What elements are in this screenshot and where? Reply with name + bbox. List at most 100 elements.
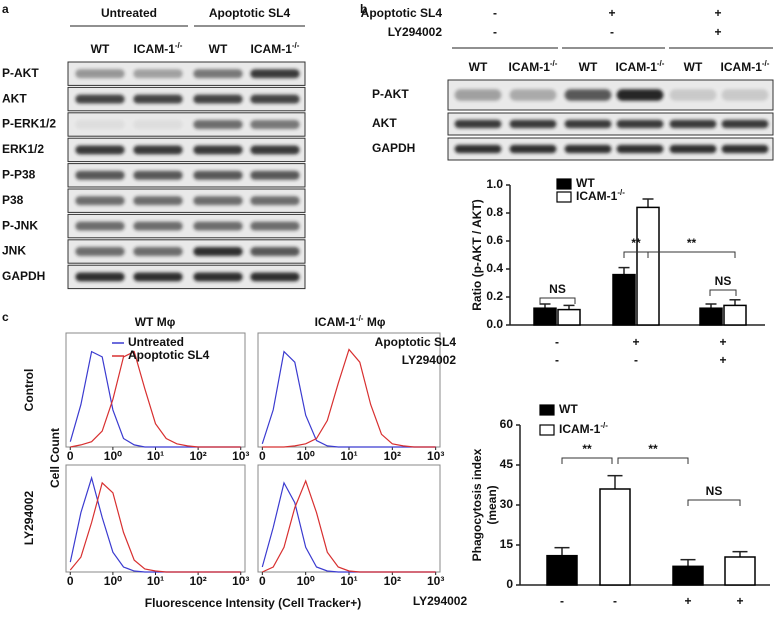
blot-band: [509, 119, 557, 129]
category-title: LY294002: [413, 594, 468, 608]
blot-strip: [67, 112, 306, 137]
blot-band: [133, 247, 183, 256]
x-row-label: Apoptotic SL4: [375, 335, 457, 349]
y-tick-label: 15: [500, 537, 514, 551]
blot-band: [75, 247, 125, 256]
significance-label: **: [582, 442, 592, 456]
x-row-sign: +: [632, 335, 639, 349]
x-tick-label: 10⁰: [297, 449, 315, 463]
row-label: GAPDH: [372, 141, 415, 155]
axis-title: Cell Count: [48, 428, 62, 488]
blot-strip: [67, 264, 306, 290]
column-label-sup: -/-: [356, 314, 364, 323]
blot-band: [75, 94, 125, 104]
blot-band: [669, 119, 717, 129]
x-row-sign: -: [555, 335, 559, 349]
lane-label-sup: -/-: [657, 59, 665, 68]
y-tick-label: 45: [500, 457, 514, 471]
blot-band: [133, 145, 183, 155]
significance-bracket: [617, 457, 689, 464]
bar: [723, 304, 747, 326]
blot-band: [133, 221, 183, 231]
y-tick-label: 0.0: [486, 317, 503, 331]
blot-band: [721, 144, 769, 154]
blot-band: [193, 69, 243, 79]
significance-bracket: [647, 251, 736, 258]
bar: [672, 565, 704, 586]
group-label: Untreated: [101, 6, 157, 20]
blot-strip: [67, 239, 306, 264]
blot-band: [193, 145, 243, 155]
blot-strip: [67, 61, 306, 86]
legend-label-sup: -/-: [600, 421, 608, 430]
lane-label: WT: [91, 42, 110, 56]
significance-label: **: [631, 236, 641, 250]
axis-title: Fluorescence Intensity (Cell Tracker+): [145, 596, 361, 610]
bar: [533, 307, 557, 326]
row-label: P-AKT: [372, 87, 409, 101]
y-tick-label: 0.8: [486, 205, 503, 219]
y-tick-label: 30: [500, 497, 514, 511]
panel-label: a: [2, 2, 9, 16]
column-label: ICAM-1-/- Mφ: [315, 314, 386, 330]
blot-band: [564, 89, 612, 101]
blot-band: [509, 89, 557, 101]
histogram-line: [261, 350, 436, 448]
lane-label: ICAM-1-/-: [721, 59, 770, 75]
lane-label: WT: [469, 60, 488, 74]
lane-label: ICAM-1-/-: [509, 59, 558, 75]
blot-band: [133, 272, 183, 282]
x-row-sign: +: [719, 353, 726, 367]
x-tick-label: 0: [259, 449, 266, 463]
column-label: WT Mφ: [135, 315, 176, 329]
blot-band: [669, 89, 717, 101]
condition-sign: +: [608, 6, 615, 20]
blot-band: [193, 247, 243, 256]
x-tick-label: 10³: [232, 449, 249, 463]
blot-band: [250, 221, 300, 231]
panel-label: b: [360, 2, 367, 16]
lane-label: ICAM-1-/-: [616, 59, 665, 75]
significance-label: **: [687, 236, 697, 250]
row-label: AKT: [372, 116, 397, 130]
x-tick-label: 10²: [189, 449, 206, 463]
y-tick-label: 1.0: [486, 177, 503, 191]
lane-label: WT: [579, 60, 598, 74]
bar: [699, 307, 723, 326]
histogram-line: [262, 348, 436, 448]
blot-band: [250, 196, 300, 206]
x-tick-label: 10³: [427, 574, 444, 588]
blot-band: [133, 69, 183, 79]
x-tick-label: 0: [67, 574, 74, 588]
y-tick-label: 0.4: [486, 261, 503, 275]
y-tick-label: 0.2: [486, 289, 503, 303]
lane-label: WT: [209, 42, 228, 56]
condition-sign: -: [610, 25, 614, 39]
blot-band: [75, 120, 125, 129]
x-tick-label: 10²: [384, 449, 401, 463]
blot-band: [564, 119, 612, 129]
blot-band: [193, 120, 243, 129]
blot-band: [250, 272, 300, 282]
bar: [599, 488, 631, 586]
row-label: GAPDH: [2, 269, 45, 283]
condition-label: Apoptotic SL4: [361, 6, 443, 20]
x-row-label: LY294002: [402, 353, 457, 367]
blot-band: [133, 170, 183, 180]
legend-label: ICAM-1-/-: [576, 188, 625, 204]
lane-label-sup: -/-: [550, 59, 558, 68]
row-label: P38: [2, 193, 24, 207]
blot-band: [250, 247, 300, 256]
significance-label: NS: [706, 484, 723, 498]
histogram-line: [69, 481, 241, 573]
x-tick-label: 10³: [427, 449, 444, 463]
legend-label: WT: [576, 176, 595, 190]
y-tick-label: 60: [500, 417, 514, 431]
legend-swatch: [539, 424, 555, 436]
condition-sign: +: [714, 6, 721, 20]
y-tick-label: 0.6: [486, 233, 503, 247]
lane-label-sup: -/-: [175, 41, 183, 50]
legend-label-sup: -/-: [617, 188, 625, 197]
blot-band: [250, 94, 300, 104]
blot-band: [454, 119, 502, 129]
